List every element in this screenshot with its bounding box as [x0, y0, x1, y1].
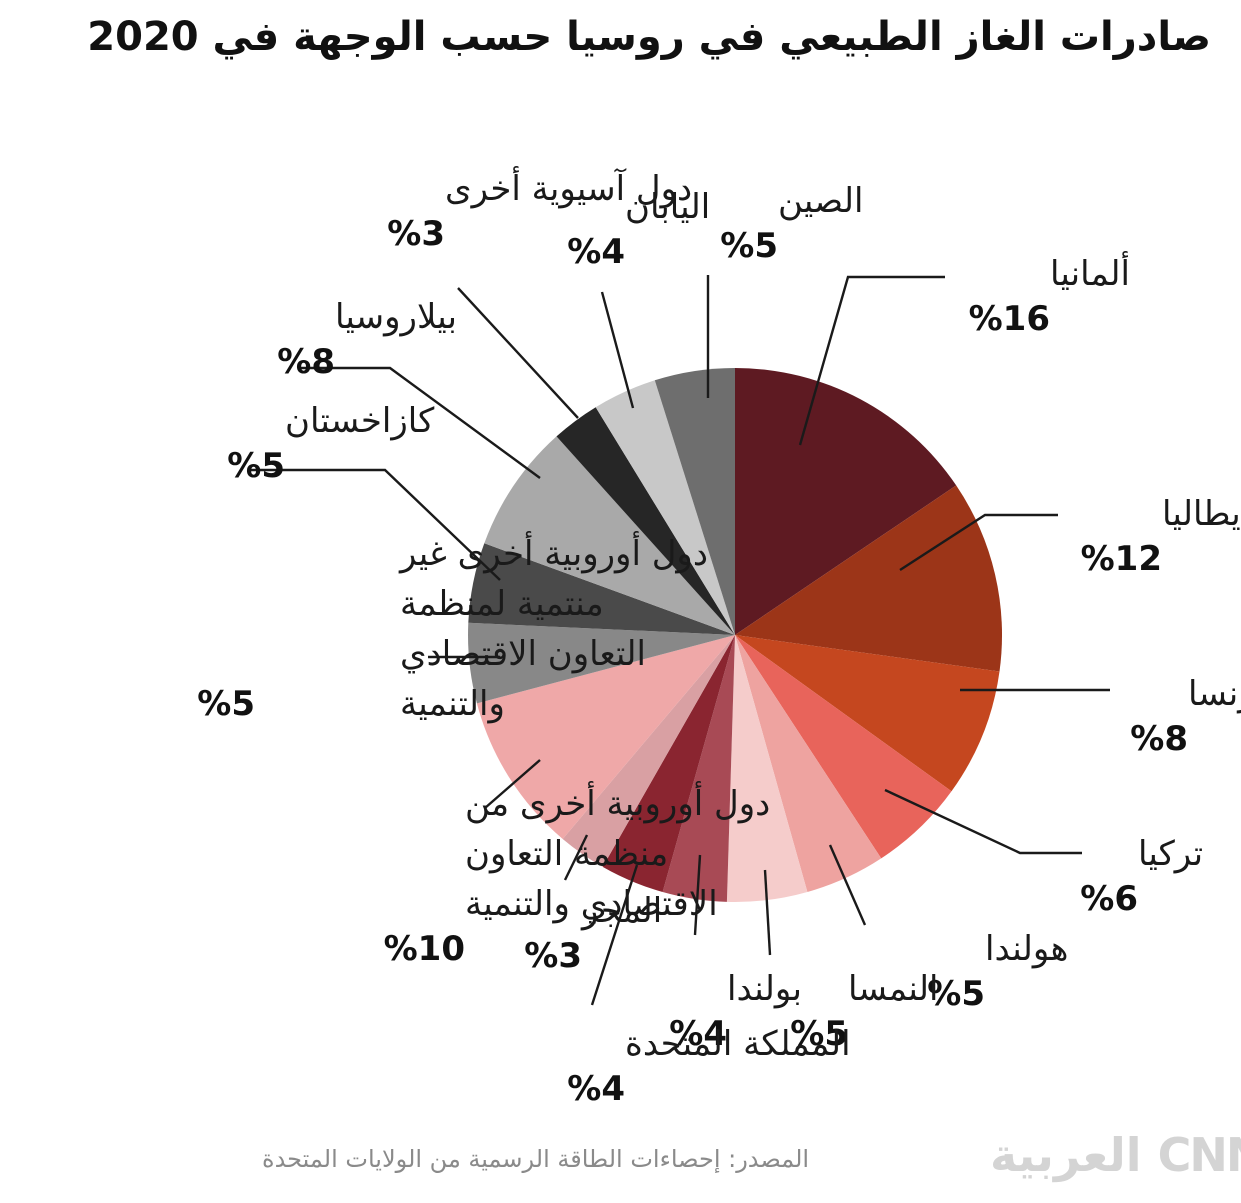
- pie-slice: [654, 367, 735, 635]
- source-note: المصدر: إحصاءات الطاقة الرسمية من الولاي…: [262, 1145, 810, 1173]
- slice-value-label: %3: [387, 214, 445, 254]
- slice-value-label: %8: [1130, 719, 1188, 759]
- slice-value-label: %16: [969, 299, 1050, 339]
- slice-label: المجر: [580, 891, 662, 931]
- slice-label: منظمة التعاون: [465, 834, 668, 874]
- slice-label: والتنمية: [400, 684, 505, 724]
- pie-slice: [595, 380, 735, 635]
- slice-value-label: %3: [524, 936, 582, 976]
- slice-value-label: %5: [927, 974, 985, 1014]
- slice-value-label: %4: [669, 1014, 727, 1054]
- slice-value-label: %5: [720, 226, 778, 266]
- leader-line: [798, 275, 945, 446]
- slice-label: الصين: [778, 181, 863, 221]
- leader-line: [590, 864, 639, 1006]
- pie-slice: [468, 622, 735, 704]
- slice-label: ألمانيا: [1050, 251, 1130, 294]
- pie-slice: [735, 635, 882, 892]
- slice-label: تركيا: [1138, 834, 1203, 874]
- leader-line: [563, 834, 589, 881]
- slice-value-label: %6: [1080, 879, 1138, 919]
- slice-label: النمسا: [848, 969, 938, 1009]
- slice-label: إيطاليا: [1162, 494, 1241, 534]
- slice-label: دول أوروبية أخرى غير: [398, 531, 708, 574]
- slice-label: دول أوروبية أخرى من: [465, 781, 770, 824]
- slice-label: المملكة المتحدة: [625, 1024, 851, 1064]
- pie-slice: [556, 407, 735, 635]
- slice-label: بولندا: [727, 969, 802, 1009]
- pie-slice: [726, 635, 808, 903]
- slice-label: اليابان: [625, 187, 710, 227]
- slice-label: فرنسا: [1188, 674, 1241, 714]
- slice-value-label: %5: [790, 1014, 848, 1054]
- pie-slice: [602, 635, 735, 892]
- pie-slice: [562, 635, 735, 867]
- leader-line: [250, 468, 501, 581]
- pie-slice: [735, 368, 957, 635]
- slice-label: التعاون الاقتصادي: [400, 634, 646, 674]
- pie-slice: [476, 635, 735, 839]
- chart-title: صادرات الغاز الطبيعي في روسيا حسب الوجهة…: [87, 14, 1211, 60]
- slice-value-label: %4: [567, 1069, 625, 1109]
- pie-slice: [735, 485, 1003, 672]
- cnn-arabic-logo: العربية CNN: [990, 1128, 1241, 1182]
- leader-line: [600, 291, 635, 409]
- slice-label: منتمية لمنظمة: [400, 584, 604, 624]
- slice-value-label: %5: [227, 446, 285, 486]
- slice-label: دول آسيوية أخرى: [445, 166, 692, 209]
- slice-label: بيلاروسيا: [335, 297, 457, 337]
- pie-slice: [484, 436, 735, 635]
- pie-slice: [468, 543, 735, 635]
- slice-value-label: %4: [567, 232, 625, 272]
- slice-value-label: %10: [384, 929, 465, 969]
- leader-line: [693, 854, 702, 936]
- leader-line: [763, 869, 772, 956]
- leader-line: [828, 844, 867, 926]
- leader-line: [457, 287, 579, 419]
- pie-slice: [662, 635, 735, 902]
- pie-slice: [735, 635, 952, 859]
- slice-label: الاقتصادي والتنمية: [465, 884, 718, 924]
- slice-value-label: %5: [197, 684, 255, 724]
- leader-line: [884, 788, 1082, 855]
- slice-label: كازاخستان: [285, 401, 435, 441]
- slice-value-label: %12: [1081, 539, 1162, 579]
- leader-line: [484, 759, 541, 809]
- leader-line: [298, 366, 541, 479]
- slice-label: هولندا: [985, 929, 1068, 969]
- leader-line: [899, 513, 1058, 572]
- pie-slice: [735, 635, 1000, 792]
- slice-value-label: %8: [277, 342, 335, 382]
